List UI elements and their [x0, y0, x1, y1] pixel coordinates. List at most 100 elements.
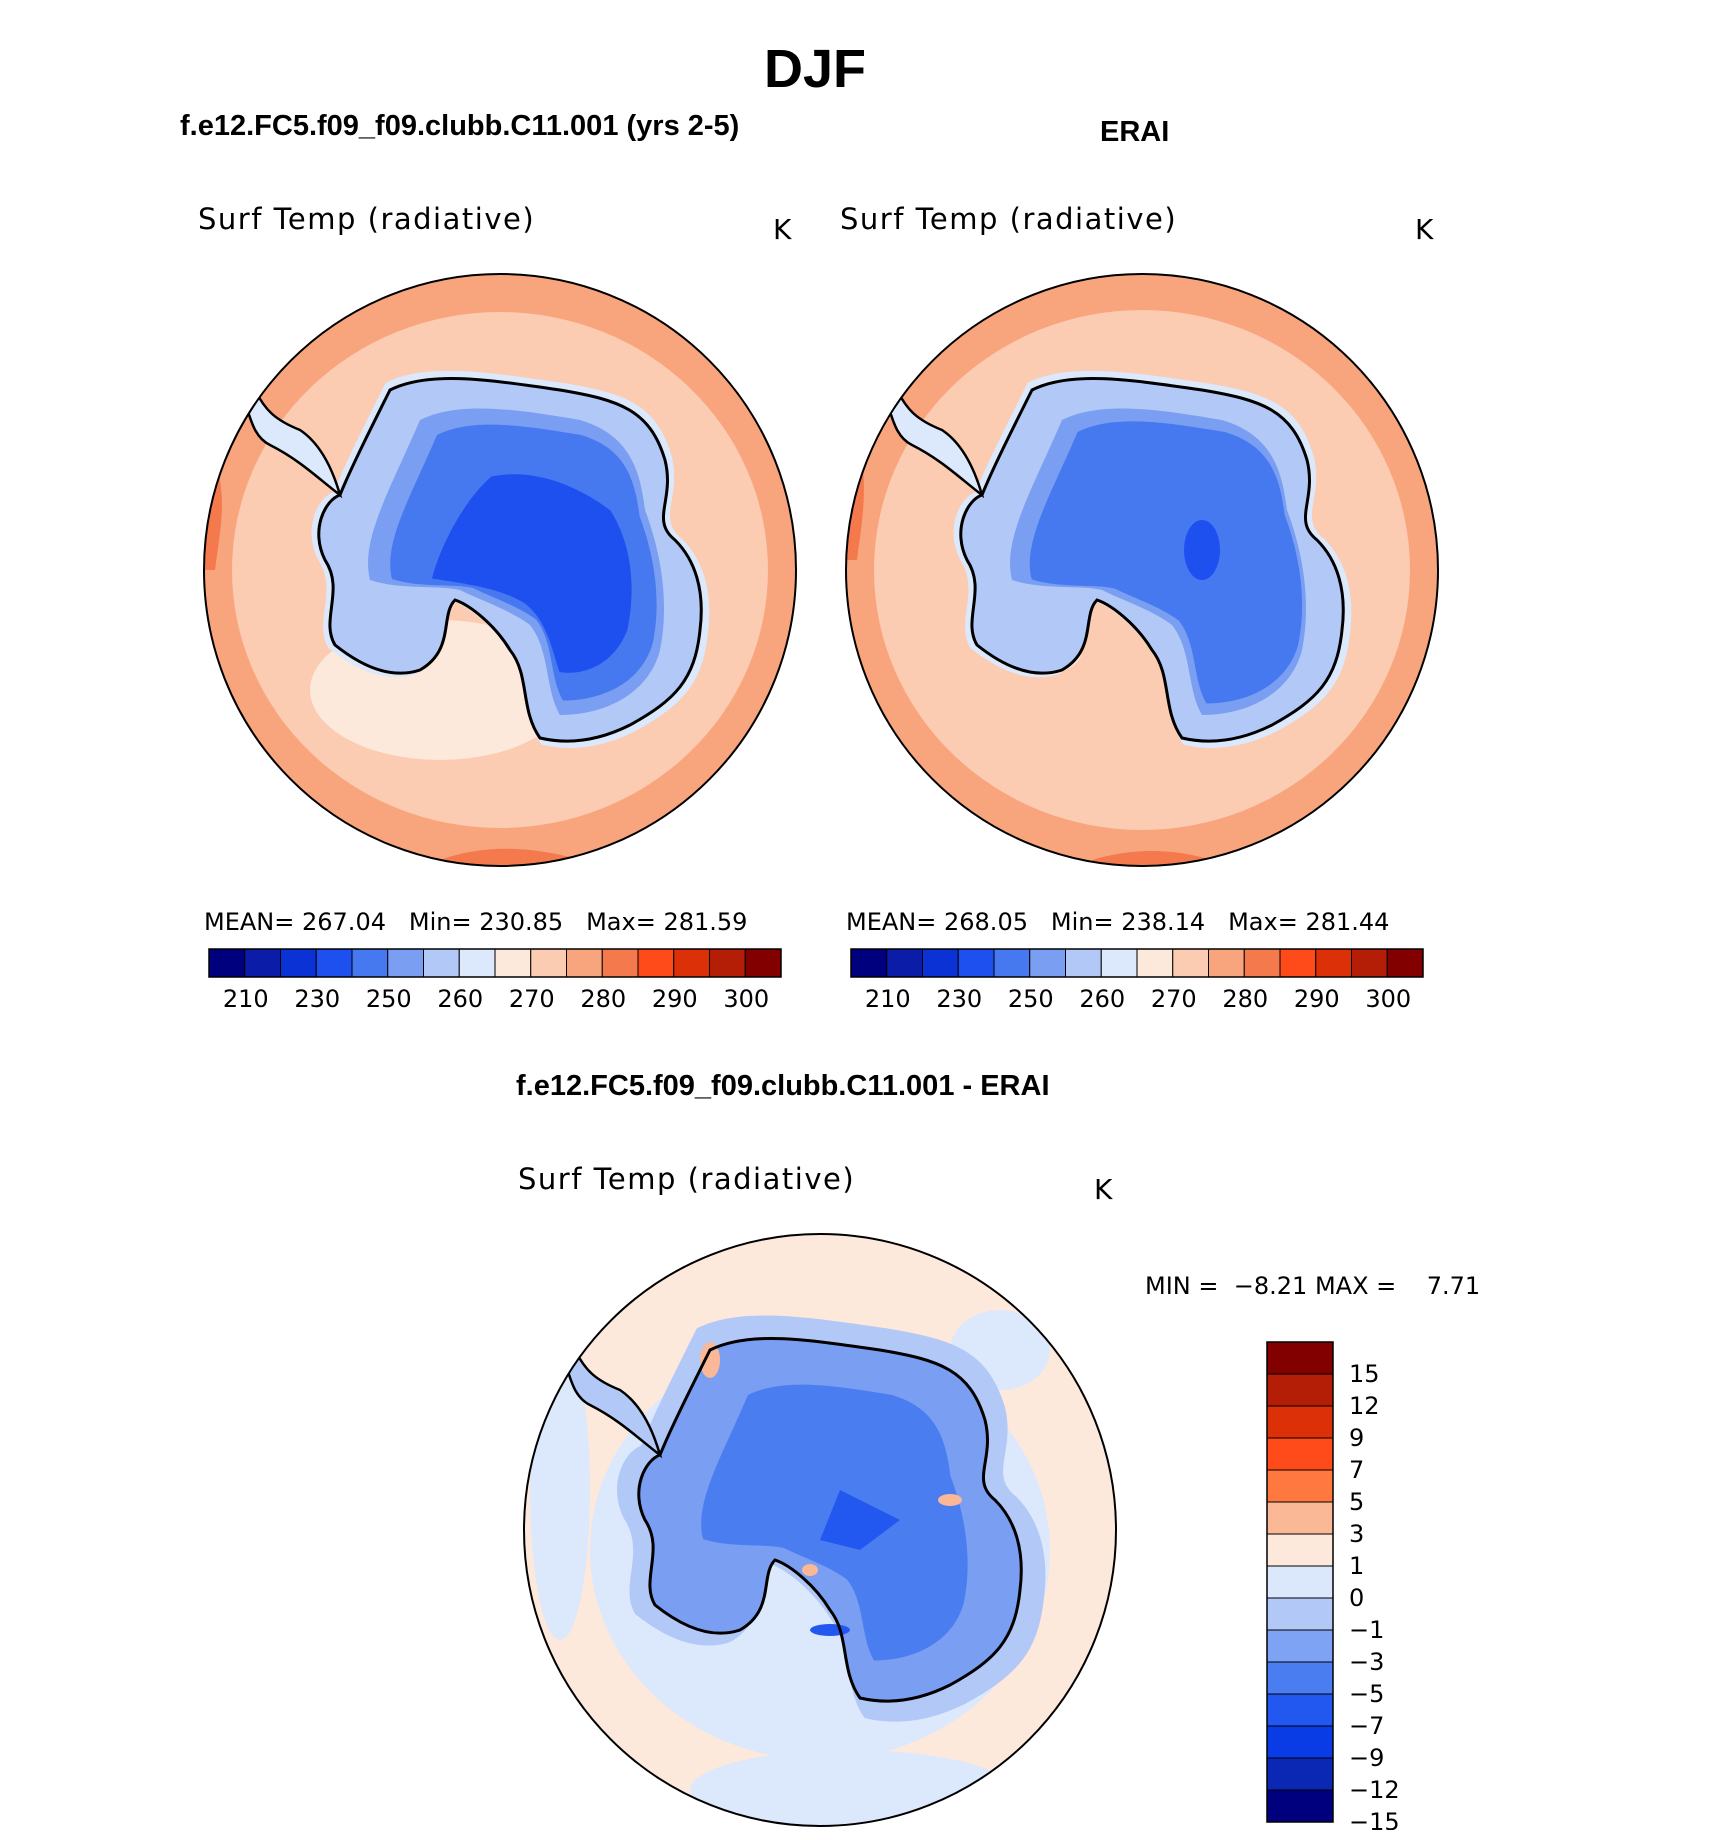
- colorbar-swatch: [1065, 948, 1102, 978]
- colorbar-swatch: [1315, 948, 1352, 978]
- model-colorbar: 210 230 250 260 270 280 290 300: [208, 948, 782, 1013]
- colorbar-swatch: [922, 948, 959, 978]
- colorbar-tick-label: 270: [509, 985, 555, 1013]
- min-label: Min=: [1050, 908, 1114, 936]
- colorbar-tick-label: −7: [1349, 1712, 1384, 1740]
- max-value: 281.44: [1305, 908, 1390, 936]
- colorbar-swatch: [1172, 948, 1209, 978]
- colorbar-swatch: [280, 948, 317, 978]
- diff-variable-label: Surf Temp (radiative): [518, 1162, 856, 1196]
- mean-label: MEAN=: [846, 908, 937, 936]
- colorbar-swatch: [1351, 948, 1388, 978]
- colorbar-frame: [850, 948, 1424, 978]
- colorbar-swatch: [387, 948, 424, 978]
- colorbar-swatch: [566, 948, 603, 978]
- colorbar-swatch: [709, 948, 746, 978]
- colorbar-tick-label: 5: [1349, 1488, 1364, 1516]
- colorbar-tick-label: −3: [1349, 1648, 1384, 1676]
- obs-units-label: K: [1415, 213, 1434, 246]
- colorbar-tick-label: −9: [1349, 1744, 1384, 1772]
- colorbar-swatch: [1266, 1565, 1334, 1599]
- colorbar-tick-label: 280: [580, 985, 626, 1013]
- diff-units-label: K: [1094, 1173, 1113, 1206]
- colorbar-tick-label: 230: [936, 985, 982, 1013]
- min-value: −8.21: [1233, 1272, 1308, 1300]
- max-value: 7.71: [1426, 1272, 1481, 1300]
- colorbar-swatch: [1266, 1629, 1334, 1663]
- figure-title: DJF: [763, 39, 866, 99]
- colorbar-swatch: [637, 948, 675, 978]
- colorbar-swatch: [1266, 1693, 1334, 1727]
- colorbar-tick-label: 260: [1079, 985, 1125, 1013]
- diff-stats: MIN = −8.21 MAX = 7.71: [1145, 1272, 1480, 1300]
- diff-colorbar: 15 12 9 7 5 3 1 0 −1 −3 −5 −7 −9 −12 −15: [1266, 1341, 1400, 1830]
- colorbar-swatch: [1100, 948, 1138, 978]
- colorbar-swatch: [1266, 1789, 1334, 1823]
- colorbar-tick-label: −1: [1349, 1616, 1384, 1644]
- obs-variable-label: Surf Temp (radiative): [840, 202, 1178, 236]
- min-label: MIN =: [1145, 1272, 1219, 1300]
- colorbar-tick-label: 7: [1349, 1456, 1364, 1484]
- colorbar-swatch: [1266, 1469, 1334, 1503]
- colorbar-swatch: [1243, 948, 1281, 978]
- colorbar-swatch: [315, 948, 353, 978]
- max-label: Max=: [586, 908, 656, 936]
- colorbar-swatch: [1279, 948, 1317, 978]
- mean-value: 267.04: [302, 908, 386, 936]
- model-case-title: f.e12.FC5.f09_f09.clubb.C11.001 (yrs 2-5…: [180, 110, 740, 142]
- colorbar-tick-label: 3: [1349, 1520, 1364, 1548]
- colorbar-swatch: [1266, 1725, 1334, 1759]
- colorbar-swatch: [351, 948, 389, 978]
- colorbar-swatch: [423, 948, 460, 978]
- colorbar-swatch: [957, 948, 995, 978]
- colorbar-tick-label: −5: [1349, 1680, 1384, 1708]
- min-label: Min=: [408, 908, 472, 936]
- colorbar-swatch: [850, 948, 888, 978]
- colorbar-swatch: [1136, 948, 1174, 978]
- colorbar-swatch: [1029, 948, 1066, 978]
- model-polar-map: [203, 273, 797, 867]
- colorbar-swatch: [993, 948, 1031, 978]
- colorbar-tick-label: 210: [865, 985, 911, 1013]
- max-label: MAX =: [1314, 1272, 1397, 1300]
- colorbar-tick-label: 1: [1349, 1552, 1364, 1580]
- colorbar-tick-label: 9: [1349, 1424, 1364, 1452]
- colorbar-frame: [1266, 1341, 1334, 1823]
- colorbar-swatch: [1266, 1437, 1334, 1471]
- colorbar-swatch: [886, 948, 923, 978]
- colorbar-tick-label: −12: [1349, 1776, 1400, 1804]
- colorbar-swatch: [1266, 1405, 1334, 1439]
- max-value: 281.59: [663, 908, 748, 936]
- mean-label: MEAN=: [204, 908, 295, 936]
- colorbar-swatch: [1208, 948, 1245, 978]
- colorbar-swatch: [1266, 1373, 1334, 1407]
- colorbar-swatch: [673, 948, 710, 978]
- colorbar-swatch: [1386, 948, 1424, 978]
- colorbar-swatch: [1266, 1597, 1334, 1631]
- colorbar-tick-label: 300: [723, 985, 769, 1013]
- model-variable-label: Surf Temp (radiative): [198, 202, 536, 236]
- colorbar-tick-label: 290: [652, 985, 698, 1013]
- colorbar-tick-label: 210: [223, 985, 269, 1013]
- diff-case-title: f.e12.FC5.f09_f09.clubb.C11.001 - ERAI: [516, 1070, 1050, 1102]
- min-value: 230.85: [479, 908, 564, 936]
- colorbar-swatch: [1266, 1533, 1334, 1567]
- colorbar-tick-label: −15: [1349, 1808, 1400, 1830]
- colorbar-swatch: [1266, 1757, 1334, 1791]
- max-label: Max=: [1228, 908, 1298, 936]
- obs-colorbar: 210 230 250 260 270 280 290 300: [850, 948, 1424, 1013]
- colorbar-tick-label: 230: [294, 985, 340, 1013]
- colorbar-swatch: [208, 948, 246, 978]
- model-stats: MEAN= 267.04 Min= 230.85 Max= 281.59: [204, 908, 747, 936]
- colorbar-swatch: [1266, 1661, 1334, 1695]
- colorbar-swatch: [601, 948, 639, 978]
- model-units-label: K: [773, 213, 792, 246]
- min-value: 238.14: [1121, 908, 1206, 936]
- colorbar-swatch: [1266, 1501, 1334, 1535]
- colorbar-tick-label: 270: [1151, 985, 1197, 1013]
- colorbar-tick-label: 250: [1008, 985, 1054, 1013]
- colorbar-swatch: [494, 948, 532, 978]
- obs-case-title: ERAI: [1100, 116, 1170, 148]
- colorbar-tick-label: 15: [1349, 1360, 1380, 1388]
- colorbar-tick-label: 280: [1222, 985, 1268, 1013]
